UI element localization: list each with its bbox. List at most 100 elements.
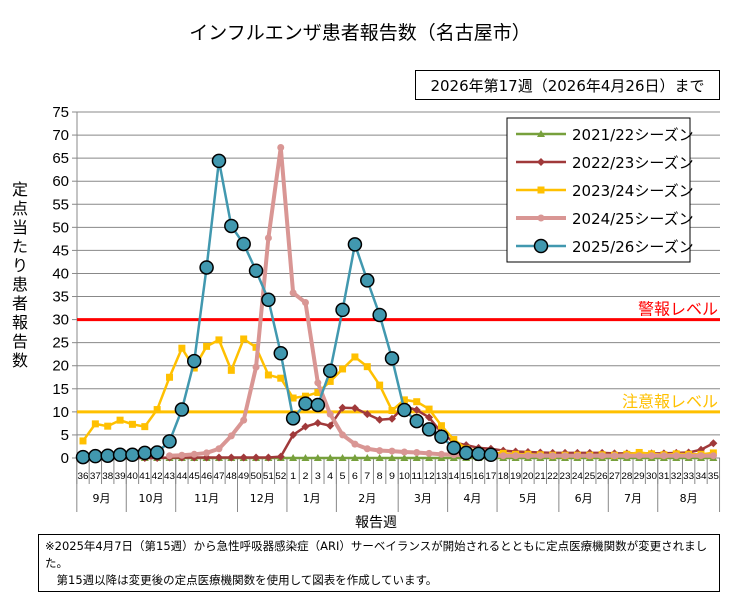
x-tick-label: 21 [535, 471, 546, 482]
data-point [277, 144, 285, 152]
data-point [413, 398, 421, 406]
x-tick-label: 37 [90, 471, 101, 482]
data-point [301, 454, 310, 461]
data-point [450, 436, 458, 444]
x-tick-label: 29 [634, 471, 645, 482]
x-tick-label: 2 [302, 471, 308, 482]
x-tick-label: 16 [473, 471, 484, 482]
data-point [351, 440, 359, 448]
legend-label: 2023/24シーズン [572, 182, 694, 200]
data-point [400, 448, 408, 456]
legend-marker [533, 238, 549, 254]
data-point [186, 353, 202, 369]
data-point [178, 344, 186, 352]
footnote-line-2: 第15週以降は変更後の定点医療機関数を使用して図表を作成しています。 [45, 573, 438, 587]
data-point [648, 452, 656, 460]
month-label: 11月 [194, 492, 219, 505]
threshold-label: 注意報レベル [622, 392, 718, 411]
x-tick-label: 9 [389, 471, 395, 482]
data-point [273, 346, 289, 361]
data-point [236, 236, 251, 252]
data-point [162, 434, 177, 449]
x-tick-label: 18 [498, 471, 509, 482]
footnote: ※2025年4月7日（第15週）から急性呼吸器感染症（ARI）サーベイランスが開… [38, 534, 720, 592]
y-tick-label: 30 [52, 312, 69, 329]
data-point [536, 452, 544, 460]
x-tick-label: 35 [708, 471, 719, 482]
y-axis-label: 定点当たり患者報告数 [11, 180, 28, 370]
data-point [248, 263, 264, 278]
data-point [388, 454, 396, 461]
month-label: 9月 [93, 492, 111, 505]
x-tick-label: 14 [448, 471, 459, 482]
data-point [388, 406, 396, 414]
data-point [227, 432, 235, 440]
data-point [400, 454, 409, 461]
y-tick-label: 55 [52, 196, 69, 213]
data-point [376, 447, 384, 455]
month-label: 6月 [575, 492, 593, 505]
data-point [252, 363, 260, 371]
chart-title: インフルエンザ患者報告数（名古屋市） [189, 22, 531, 44]
data-point [289, 430, 298, 439]
data-point [100, 448, 115, 463]
x-tick-label: 20 [522, 471, 533, 482]
data-point [512, 452, 520, 460]
data-point [437, 422, 445, 430]
data-point [104, 422, 112, 430]
x-tick-label: 42 [152, 471, 163, 482]
data-point [326, 421, 335, 430]
x-tick-label: 1 [290, 471, 296, 482]
y-tick-label: 70 [52, 127, 69, 144]
footnote-line-1: ※2025年4月7日（第15週）から急性呼吸器感染症（ARI）サーベイランスが開… [45, 539, 708, 570]
x-tick-label: 36 [78, 471, 89, 482]
data-point [376, 381, 384, 389]
data-point [75, 449, 91, 465]
data-point [314, 388, 322, 396]
legend-label: 2021/22シーズン [572, 126, 694, 144]
x-tick-label: 51 [263, 471, 274, 482]
data-point [128, 420, 136, 428]
x-tick-label: 44 [176, 471, 187, 482]
data-point [166, 452, 174, 460]
data-point [240, 416, 248, 424]
x-tick-label: 52 [275, 471, 286, 482]
data-point [88, 448, 103, 464]
data-point [709, 439, 718, 448]
data-point [412, 454, 421, 461]
month-label: 2月 [358, 492, 376, 505]
data-point [261, 292, 276, 308]
data-point [388, 447, 396, 455]
y-tick-label: 25 [52, 335, 69, 352]
threshold-label: 警報レベル [638, 300, 718, 319]
data-point [351, 353, 359, 361]
data-point [434, 429, 449, 445]
data-point [215, 336, 223, 344]
y-tick-label: 45 [52, 242, 69, 259]
data-point [412, 406, 421, 415]
month-label: 3月 [414, 492, 432, 505]
data-point [437, 450, 445, 458]
data-point [141, 423, 149, 431]
data-point [363, 410, 372, 419]
y-tick-label: 65 [52, 150, 69, 167]
x-tick-label: 3 [315, 471, 321, 482]
data-point [116, 416, 124, 424]
data-point [586, 452, 594, 460]
data-point [709, 452, 717, 460]
x-tick-label: 31 [658, 471, 669, 482]
data-point [425, 413, 434, 422]
data-point [425, 405, 433, 413]
y-tick-label: 20 [52, 358, 69, 375]
x-axis-label: 報告週 [355, 515, 397, 531]
legend-marker [537, 186, 545, 194]
data-point [190, 450, 198, 458]
data-point [314, 379, 322, 387]
data-point [350, 404, 359, 413]
data-point [400, 396, 408, 404]
month-label: 1月 [303, 492, 321, 505]
y-tick-label: 35 [52, 289, 69, 306]
x-tick-label: 7 [364, 471, 370, 482]
x-tick-label: 17 [485, 471, 496, 482]
